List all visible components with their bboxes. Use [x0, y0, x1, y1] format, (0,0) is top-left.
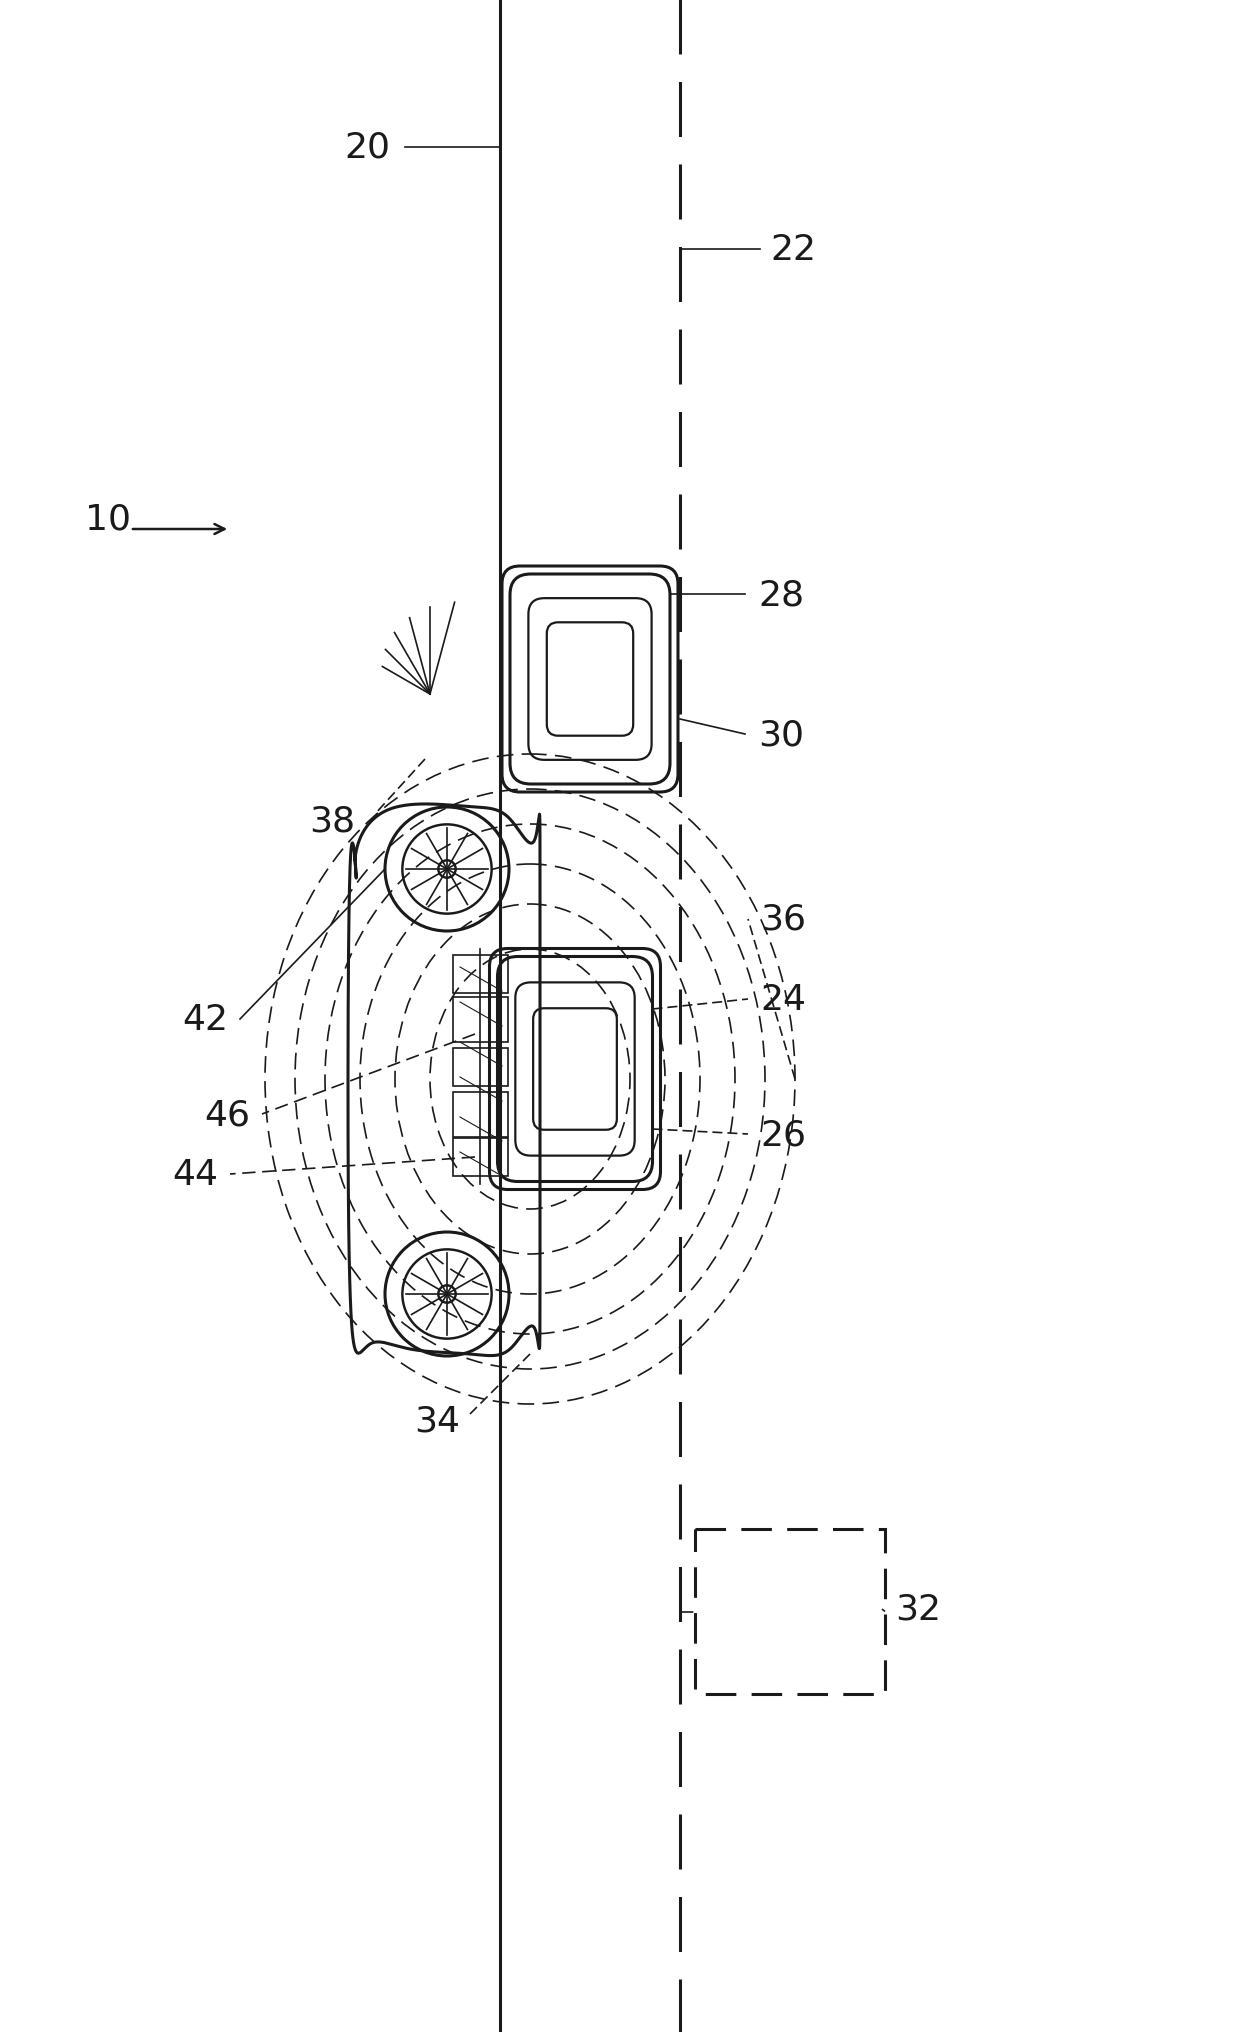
Text: 26: 26 [760, 1118, 806, 1152]
Text: 10: 10 [86, 502, 131, 536]
Bar [453, 1091, 507, 1138]
Bar [453, 1138, 507, 1177]
Bar [453, 955, 507, 994]
Text: 36: 36 [760, 902, 806, 937]
Bar [694, 1530, 885, 1695]
Text: 32: 32 [895, 1593, 941, 1626]
Bar [453, 1049, 507, 1087]
Text: 24: 24 [760, 983, 806, 1016]
Text: 20: 20 [343, 130, 391, 165]
Text: 46: 46 [205, 1097, 250, 1132]
Text: 44: 44 [172, 1158, 218, 1191]
Text: 34: 34 [414, 1404, 460, 1439]
Text: 38: 38 [309, 805, 355, 839]
Text: 30: 30 [758, 717, 804, 752]
Text: 22: 22 [770, 234, 816, 266]
Bar [453, 998, 507, 1042]
Text: 28: 28 [758, 577, 804, 612]
Text: 42: 42 [182, 1002, 228, 1036]
